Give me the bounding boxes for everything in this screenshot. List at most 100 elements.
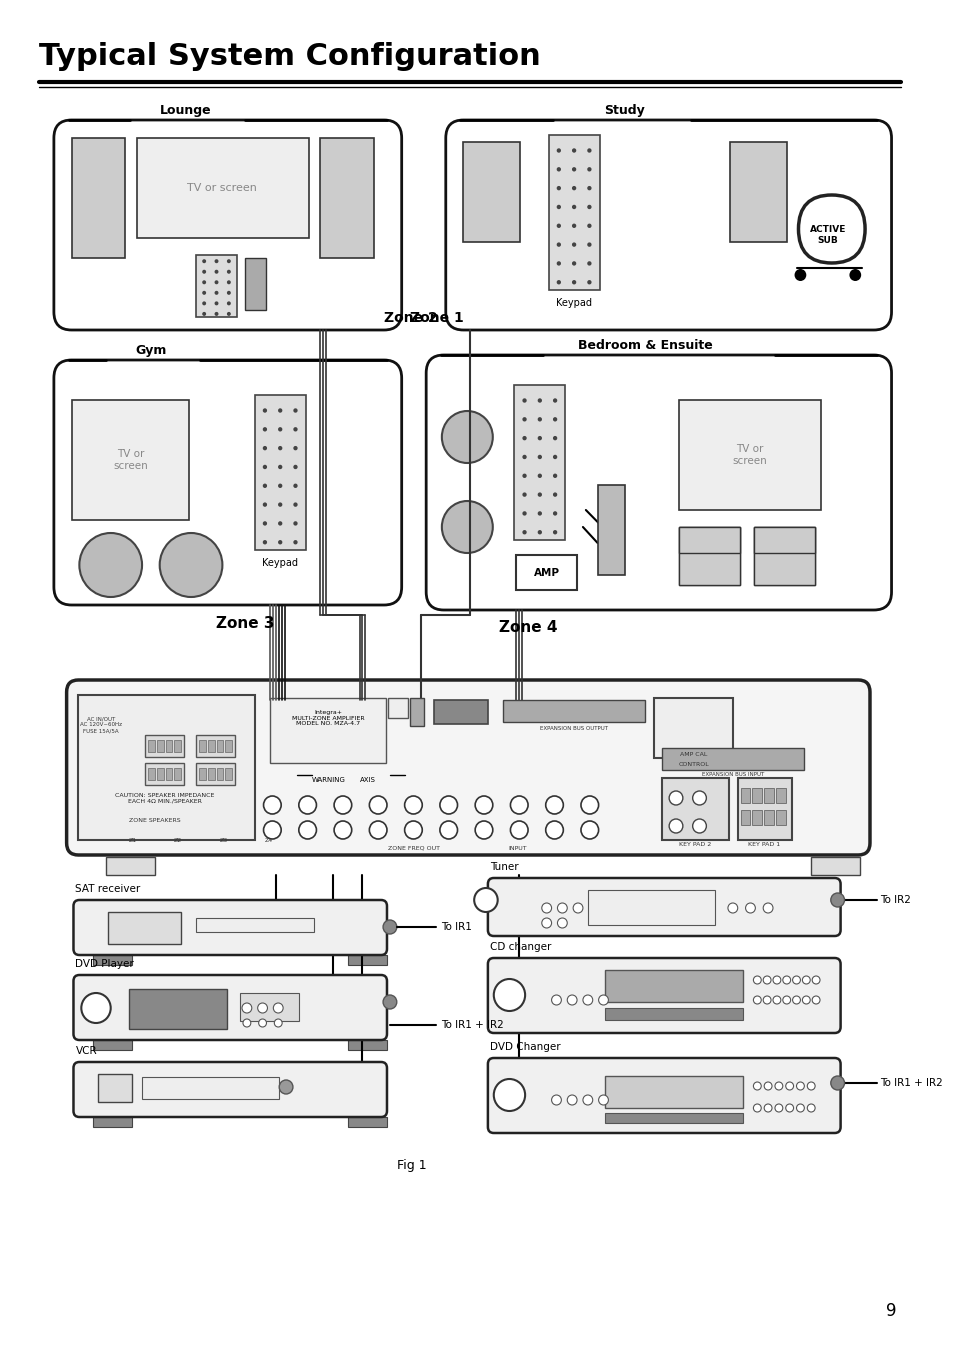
Circle shape bbox=[567, 1095, 577, 1105]
Text: ZONE FREQ OUT: ZONE FREQ OUT bbox=[388, 845, 440, 851]
Bar bbox=[216, 768, 223, 780]
Circle shape bbox=[801, 996, 809, 1004]
Bar bbox=[775, 810, 785, 825]
Circle shape bbox=[214, 311, 218, 315]
Circle shape bbox=[587, 167, 591, 171]
Circle shape bbox=[383, 995, 396, 1010]
Circle shape bbox=[553, 417, 557, 422]
Circle shape bbox=[522, 454, 526, 460]
Circle shape bbox=[510, 821, 528, 838]
Circle shape bbox=[545, 797, 563, 814]
Circle shape bbox=[785, 1082, 793, 1091]
Text: Study: Study bbox=[603, 104, 644, 117]
Circle shape bbox=[811, 996, 820, 1004]
Circle shape bbox=[262, 484, 267, 488]
Circle shape bbox=[262, 541, 267, 545]
Bar bbox=[166, 740, 172, 752]
Circle shape bbox=[263, 821, 281, 838]
Text: Zone 2: Zone 2 bbox=[384, 311, 437, 325]
Circle shape bbox=[334, 821, 352, 838]
Circle shape bbox=[474, 888, 497, 913]
Circle shape bbox=[572, 205, 576, 209]
Circle shape bbox=[582, 1095, 592, 1105]
Text: To IR1 + IR2: To IR1 + IR2 bbox=[440, 1020, 503, 1030]
FancyBboxPatch shape bbox=[487, 878, 840, 936]
Circle shape bbox=[557, 243, 560, 247]
Bar bbox=[679, 527, 739, 585]
Circle shape bbox=[522, 398, 526, 403]
Circle shape bbox=[262, 522, 267, 526]
Circle shape bbox=[293, 503, 297, 507]
FancyBboxPatch shape bbox=[67, 679, 869, 855]
Bar bbox=[754, 527, 814, 553]
Circle shape bbox=[334, 797, 352, 814]
Bar bbox=[763, 789, 773, 803]
Circle shape bbox=[553, 398, 557, 403]
Circle shape bbox=[293, 408, 297, 412]
Text: TV or
screen: TV or screen bbox=[112, 449, 148, 470]
Circle shape bbox=[537, 511, 541, 516]
Circle shape bbox=[537, 417, 541, 422]
Bar bbox=[195, 918, 314, 931]
Bar bbox=[195, 735, 234, 758]
Text: 9: 9 bbox=[885, 1302, 896, 1320]
Circle shape bbox=[293, 484, 297, 488]
Circle shape bbox=[262, 465, 267, 469]
Circle shape bbox=[522, 473, 526, 479]
Text: Typical System Configuration: Typical System Configuration bbox=[39, 42, 540, 71]
Text: EXPANSION BUS INPUT: EXPANSION BUS INPUT bbox=[701, 772, 763, 778]
Circle shape bbox=[692, 820, 705, 833]
Circle shape bbox=[573, 903, 582, 913]
Text: Gym: Gym bbox=[135, 344, 167, 357]
Circle shape bbox=[404, 821, 422, 838]
Bar bbox=[245, 257, 266, 310]
Bar bbox=[145, 763, 184, 785]
Text: EXPANSION BUS OUTPUT: EXPANSION BUS OUTPUT bbox=[539, 725, 607, 731]
Text: Fig 1: Fig 1 bbox=[396, 1158, 426, 1171]
Circle shape bbox=[522, 530, 526, 534]
Circle shape bbox=[557, 205, 560, 209]
FancyBboxPatch shape bbox=[53, 120, 401, 330]
Bar bbox=[348, 1041, 387, 1050]
Circle shape bbox=[262, 427, 267, 431]
Bar bbox=[254, 395, 305, 550]
Text: Zone 3: Zone 3 bbox=[215, 616, 274, 631]
Circle shape bbox=[801, 976, 809, 984]
Text: Z4: Z4 bbox=[264, 837, 273, 842]
Circle shape bbox=[792, 976, 800, 984]
Circle shape bbox=[572, 262, 576, 266]
Circle shape bbox=[522, 435, 526, 441]
Circle shape bbox=[762, 903, 772, 913]
Text: AMP: AMP bbox=[533, 568, 559, 578]
Circle shape bbox=[242, 1003, 252, 1012]
Circle shape bbox=[553, 473, 557, 479]
Circle shape bbox=[587, 262, 591, 266]
Circle shape bbox=[214, 280, 218, 284]
Bar bbox=[156, 740, 164, 752]
Circle shape bbox=[848, 270, 861, 280]
Bar bbox=[98, 1074, 132, 1103]
Text: Integra+
MULTI-ZONE AMPLIFIER
MODEL NO. MZA-4.7: Integra+ MULTI-ZONE AMPLIFIER MODEL NO. … bbox=[292, 709, 364, 727]
Circle shape bbox=[537, 435, 541, 441]
Circle shape bbox=[782, 996, 790, 1004]
Circle shape bbox=[227, 311, 231, 315]
Bar bbox=[208, 740, 214, 752]
Bar bbox=[740, 810, 750, 825]
Circle shape bbox=[475, 821, 493, 838]
Circle shape bbox=[551, 1095, 560, 1105]
Bar bbox=[775, 789, 785, 803]
Text: WARNING: WARNING bbox=[312, 776, 346, 783]
Bar bbox=[71, 400, 189, 520]
Bar bbox=[71, 137, 125, 257]
Circle shape bbox=[494, 1078, 524, 1111]
Circle shape bbox=[159, 532, 222, 597]
Circle shape bbox=[441, 411, 493, 462]
Circle shape bbox=[762, 996, 770, 1004]
Circle shape bbox=[557, 903, 567, 913]
Circle shape bbox=[214, 270, 218, 274]
Circle shape bbox=[553, 530, 557, 534]
Circle shape bbox=[572, 243, 576, 247]
Text: To IR1 + IR2: To IR1 + IR2 bbox=[879, 1078, 942, 1088]
Circle shape bbox=[277, 408, 282, 412]
Circle shape bbox=[806, 1082, 814, 1091]
